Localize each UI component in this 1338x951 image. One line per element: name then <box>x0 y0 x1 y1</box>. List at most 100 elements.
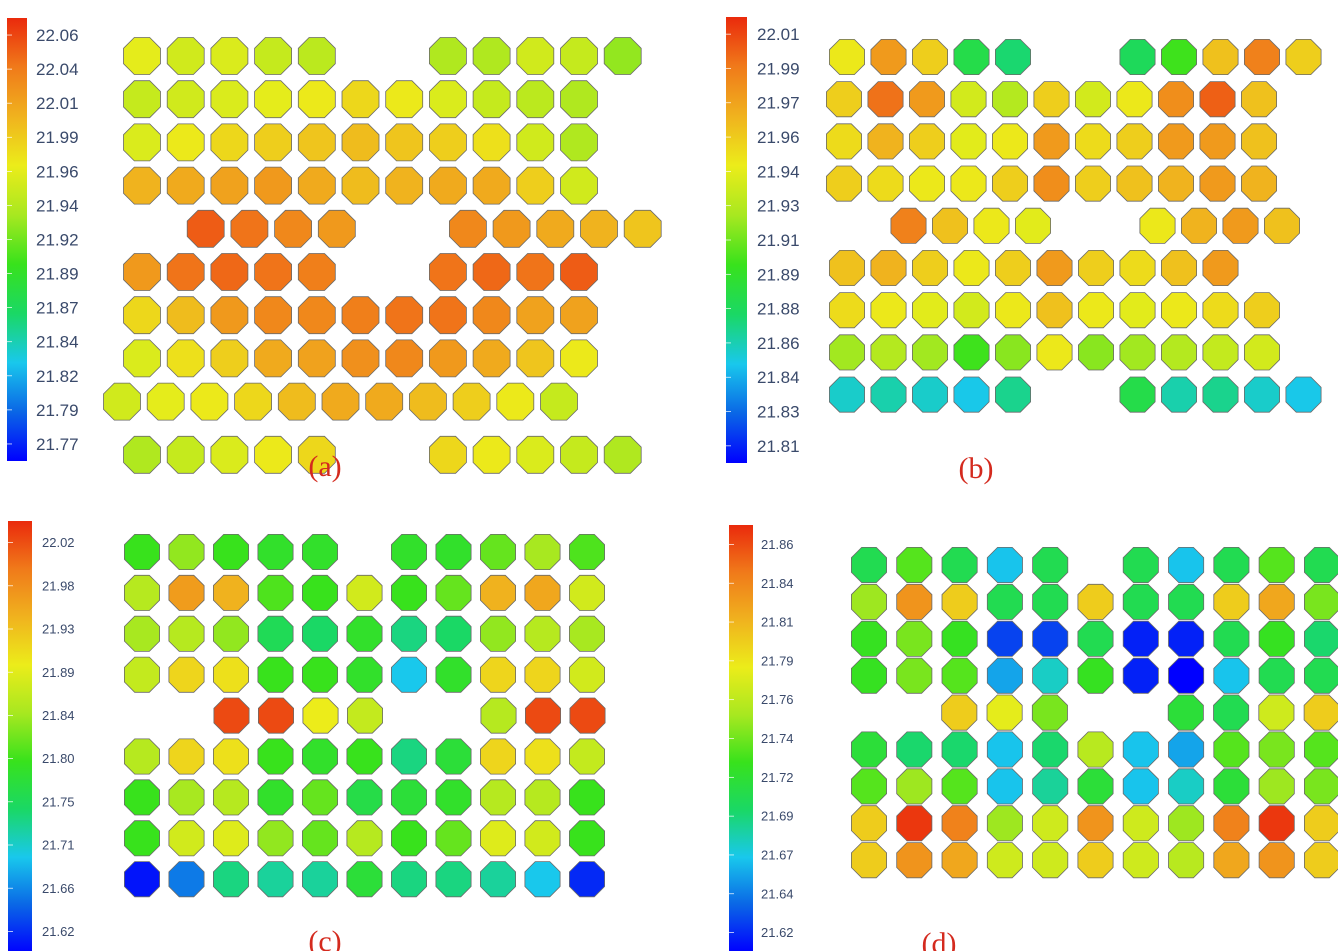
cell-b-r3-c0 <box>825 165 863 202</box>
cell-a-r1-c1 <box>166 80 205 119</box>
cell-a-r9-c0 <box>123 435 161 474</box>
cell-c-r6-c3 <box>257 779 294 816</box>
cell-d-r7-c0 <box>850 805 888 842</box>
cell-c-r3-c5 <box>346 656 383 693</box>
colorbar-tick-label: 21.98 <box>42 578 75 593</box>
cell-b-r5-c7 <box>1119 249 1156 287</box>
cell-c-r3-c9 <box>524 656 561 693</box>
cell-b-r1-c6 <box>1074 81 1112 118</box>
cell-b-r3-c7 <box>1116 165 1153 202</box>
cell-a-r7-c2 <box>210 339 249 378</box>
cell-b-r4-c4 <box>1014 207 1052 244</box>
colorbar-tick-label: 21.93 <box>757 197 800 216</box>
cell-a-r2-c0 <box>123 123 161 162</box>
cell-d-r3-c8 <box>1213 657 1250 694</box>
cell-a-r0-c8 <box>472 37 511 75</box>
cell-d-r1-c2 <box>941 583 978 620</box>
cell-d-r5-c1 <box>896 731 933 768</box>
cell-d-r7-c8 <box>1213 805 1250 842</box>
cell-a-r0-c3 <box>254 37 293 75</box>
cell-a-r1-c10 <box>560 80 598 119</box>
cell-a-r4-c10 <box>580 209 618 248</box>
cell-b-r4-c1 <box>890 207 927 244</box>
colorbar-tick-label: 21.81 <box>757 437 800 456</box>
cell-d-r8-c6 <box>1122 842 1159 879</box>
cell-b-r3-c9 <box>1199 165 1236 202</box>
cell-d-r3-c7 <box>1168 657 1205 694</box>
cell-a-r6-c7 <box>428 296 467 335</box>
cell-b-r7-c5 <box>1036 334 1073 371</box>
cell-c-r7-c5 <box>346 820 383 857</box>
cell-c-r5-c2 <box>212 738 250 775</box>
cell-d-r7-c10 <box>1304 805 1338 842</box>
cell-a-r7-c8 <box>472 339 511 378</box>
cell-a-r4-c8 <box>492 209 531 248</box>
cell-a-r8-c6 <box>365 382 404 421</box>
cell-a-r3-c0 <box>123 166 161 205</box>
cell-a-r1-c0 <box>123 80 161 119</box>
cell-b-r0-c11 <box>1285 39 1322 75</box>
cell-a-r9-c10 <box>560 435 598 474</box>
cell-a-r7-c4 <box>297 339 336 378</box>
cell-a-r1-c4 <box>297 80 336 119</box>
cell-b-r3-c3 <box>950 165 987 202</box>
cell-b-r8-c9 <box>1202 376 1239 413</box>
panel-d: 21.86 21.84 21.81 21.79 21.76 21.74 21.72 21.69… <box>669 476 1338 951</box>
cell-c-r1-c10 <box>569 574 605 611</box>
cell-d-r1-c5 <box>1077 583 1114 620</box>
cell-d-r3-c2 <box>941 657 978 694</box>
cell-b-r7-c2 <box>911 334 949 371</box>
cell-a-r3-c1 <box>166 166 205 205</box>
cell-b-r5-c6 <box>1077 249 1115 287</box>
cell-a-r7-c7 <box>428 339 467 378</box>
colorbar-tick-label: 21.82 <box>36 367 79 386</box>
cell-d-r0-c10 <box>1304 547 1338 583</box>
cell-d-r6-c7 <box>1168 768 1205 805</box>
cell-a-r2-c1 <box>166 123 205 162</box>
cell-b-r2-c4 <box>991 123 1029 160</box>
cell-c-r3-c8 <box>479 656 516 693</box>
cell-d-r2-c9 <box>1258 620 1295 657</box>
cell-c-r8-c4 <box>301 861 339 898</box>
cell-a-r9-c11 <box>603 435 642 474</box>
colorbar-b <box>726 17 747 463</box>
cell-b-r2-c6 <box>1074 123 1112 160</box>
colorbar-tick-label: 22.04 <box>36 60 79 79</box>
cell-b-r3-c6 <box>1074 165 1112 202</box>
cell-b-r6-c9 <box>1202 292 1239 329</box>
cell-a-r7-c3 <box>254 339 293 378</box>
cell-a-r5-c3 <box>254 253 293 291</box>
cell-d-r4-c7 <box>1213 694 1250 731</box>
cell-c-r2-c1 <box>168 615 205 652</box>
cell-b-r8-c3 <box>953 376 990 413</box>
cell-b-r2-c10 <box>1241 123 1277 160</box>
colorbar-tick-label: 21.89 <box>757 265 800 284</box>
cell-c-r7-c10 <box>569 820 605 857</box>
cell-a-r6-c8 <box>472 296 511 335</box>
cell-c-r8-c8 <box>479 861 516 898</box>
colorbar-a <box>7 18 27 461</box>
colorbar-tick-label: 21.97 <box>757 94 800 113</box>
cell-c-r7-c9 <box>524 820 561 857</box>
colorbar-tick-label: 21.84 <box>36 333 79 352</box>
cell-c-r3-c2 <box>212 656 250 693</box>
cell-d-r1-c3 <box>986 583 1023 620</box>
colorbar-tick-label: 21.74 <box>761 731 794 746</box>
colorbar-tick-label: 21.84 <box>757 368 800 387</box>
cell-b-r5-c4 <box>994 249 1032 287</box>
colorbar-tick-label: 21.69 <box>761 809 794 824</box>
cell-b-r1-c2 <box>908 81 946 118</box>
colorbar-tick-label: 21.64 <box>761 886 794 901</box>
cell-c-r6-c0 <box>124 779 161 816</box>
cell-d-r2-c8 <box>1213 620 1250 657</box>
cell-c-r3-c3 <box>257 656 294 693</box>
cell-c-r2-c9 <box>524 615 561 652</box>
cell-d-r5-c5 <box>1077 731 1114 768</box>
cell-c-r6-c1 <box>168 779 205 816</box>
cell-b-r0-c2 <box>911 39 949 75</box>
cell-c-r5-c8 <box>479 738 516 775</box>
cell-b-r3-c4 <box>991 165 1029 202</box>
cell-c-r6-c9 <box>524 779 561 816</box>
cell-a-r5-c2 <box>210 253 249 291</box>
cell-a-r1-c2 <box>210 80 249 119</box>
